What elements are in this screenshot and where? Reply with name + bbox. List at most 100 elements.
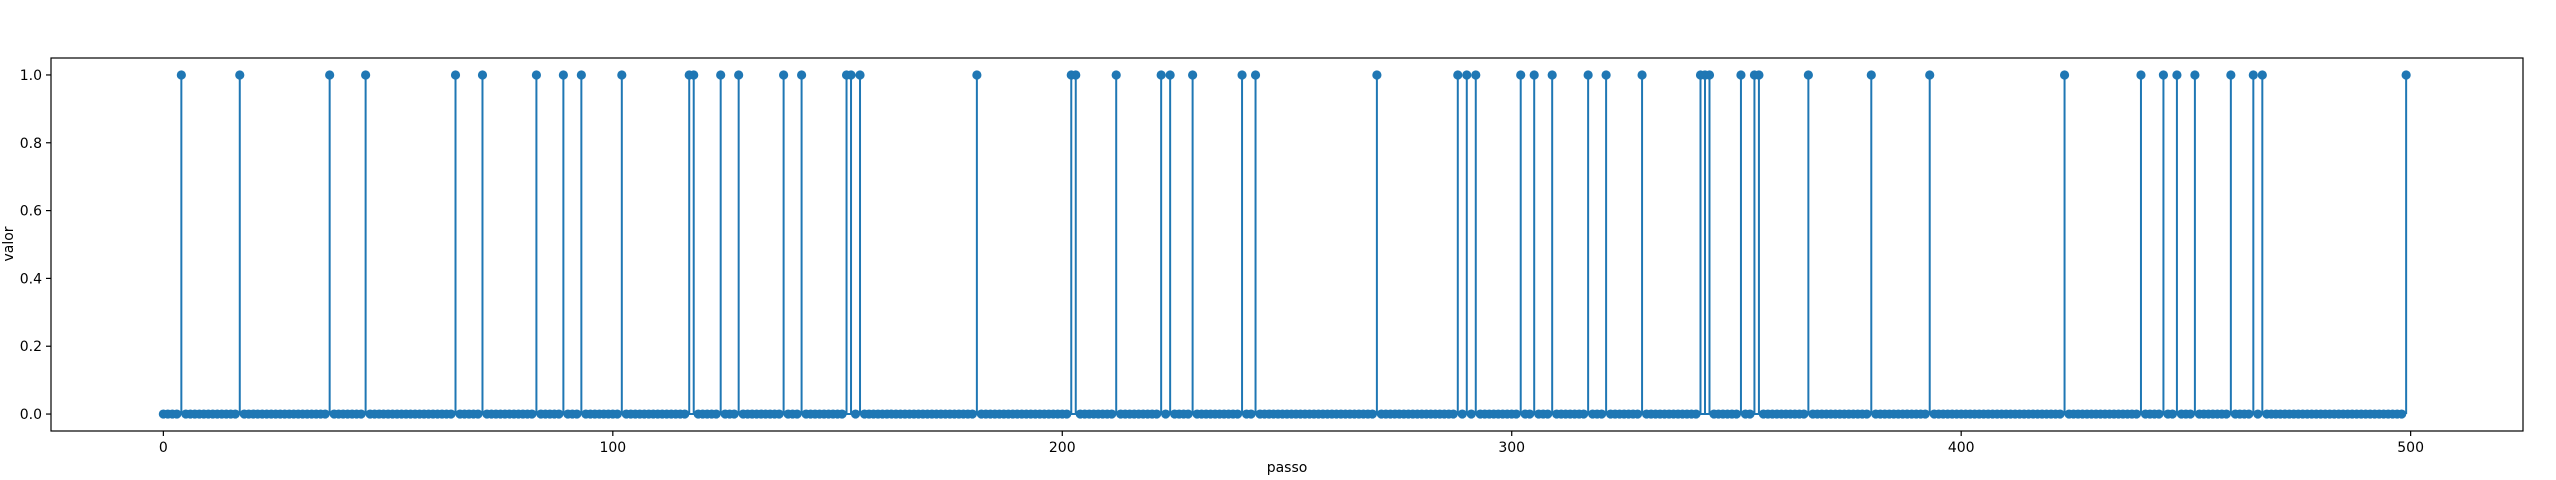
stem-marker	[473, 409, 483, 419]
y-axis-label: valor	[1, 226, 17, 261]
y-tick-label: 1.0	[20, 68, 42, 84]
stem-marker	[2185, 409, 2196, 419]
stem-marker	[850, 409, 861, 419]
x-tick-label: 200	[1049, 440, 1076, 456]
stem-marker	[1511, 409, 1521, 419]
stem-marker	[1691, 409, 1701, 419]
stem-marker	[972, 70, 982, 80]
stem-marker	[527, 409, 537, 419]
stem-marker	[477, 70, 488, 80]
stem-marker	[2136, 70, 2146, 80]
y-axis: 0.0 0.2 0.4 0.6 0.8 1.0	[20, 68, 51, 423]
y-tick-label: 0.4	[20, 271, 42, 287]
stem-marker	[1754, 70, 1764, 80]
stem-marker	[1246, 409, 1256, 419]
stem-marker	[1583, 70, 1593, 80]
stem-marker	[2055, 409, 2065, 419]
stem-marker	[2248, 70, 2258, 80]
stem-marker	[1547, 70, 1557, 80]
stem-marker	[1745, 409, 1755, 419]
stem-marker	[1107, 409, 1117, 419]
x-tick-label: 100	[599, 440, 626, 456]
stem-marker	[2401, 70, 2411, 80]
stem-marker	[1237, 70, 1247, 80]
stem-marker	[2253, 409, 2263, 419]
stem-marker	[846, 70, 856, 80]
stem-marker	[1866, 70, 1876, 80]
stem-marker	[1156, 70, 1166, 80]
stem-marker	[1165, 70, 1175, 80]
stem-marker	[572, 409, 582, 419]
stem-marker	[1471, 70, 1481, 80]
stem-marker	[558, 70, 568, 80]
stem-marker	[2190, 70, 2200, 80]
x-tick-label: 0	[159, 440, 168, 456]
stem-marker	[554, 409, 564, 419]
stem-marker	[356, 409, 366, 419]
stem-marker	[450, 70, 461, 80]
stem-marker	[1731, 409, 1742, 419]
stem-marker	[2172, 70, 2182, 80]
axes-frame	[50, 57, 2524, 432]
stem-marker	[1543, 409, 1553, 419]
stem-marker	[1637, 70, 1647, 80]
stem-marker	[235, 70, 245, 80]
stem-marker	[2154, 409, 2164, 419]
stem-marker	[774, 409, 784, 419]
stem-marker	[2221, 409, 2231, 419]
stem-marker	[1579, 409, 1589, 419]
stem-marker	[779, 70, 789, 80]
stem-marker	[1111, 70, 1121, 80]
stem-marker	[1462, 70, 1472, 80]
x-axis-label: passo	[1267, 460, 1308, 476]
x-axis: 0 100 200 300 400 500	[159, 431, 2424, 456]
stem-marker	[361, 70, 371, 80]
stem-marker	[855, 70, 865, 80]
stem-marker	[531, 70, 542, 80]
stem-marker	[1062, 409, 1072, 419]
stem-marker	[617, 70, 627, 80]
stem-marker	[1457, 409, 1467, 419]
stem-marker	[2244, 409, 2254, 419]
stem-marker	[1188, 70, 1198, 80]
stem-marker	[1736, 70, 1746, 80]
stem-marker	[716, 70, 726, 80]
stem-marker	[2059, 70, 2070, 80]
stem-marker	[734, 70, 744, 80]
stem-marker	[2397, 409, 2407, 419]
stem-marker	[320, 409, 330, 419]
stem-marker	[837, 409, 847, 419]
y-tick-label: 0.0	[20, 407, 42, 423]
stem-marker	[711, 409, 721, 419]
stem-marker	[1367, 409, 1377, 419]
stem-marker	[1799, 409, 1809, 419]
stem-series	[158, 70, 2411, 419]
stem-marker	[1632, 409, 1643, 419]
stem-marker	[1525, 409, 1535, 419]
stem-marker	[1152, 409, 1162, 419]
stem-marker	[1516, 70, 1526, 80]
stem-marker	[1071, 70, 1081, 80]
stem-marker	[792, 409, 802, 419]
stem-marker	[1183, 409, 1193, 419]
stem-marker	[689, 70, 699, 80]
stem-marker	[172, 409, 182, 419]
y-tick-label: 0.2	[20, 339, 42, 355]
stem-marker	[680, 409, 690, 419]
stem-marker	[1453, 70, 1463, 80]
stem-marker	[2158, 70, 2169, 80]
stem-marker	[1925, 70, 1935, 80]
stem-marker	[1704, 70, 1715, 80]
stem-marker	[1601, 70, 1611, 80]
stem-marker	[2257, 70, 2267, 80]
stem-marker	[1920, 409, 1930, 419]
x-tick-label: 500	[2397, 440, 2424, 456]
stem-marker	[1232, 409, 1243, 419]
stem-marker	[2167, 409, 2178, 419]
stem-marker	[729, 409, 739, 419]
stem-marker	[1161, 409, 1171, 419]
stem-marker	[446, 409, 456, 419]
x-tick-label: 400	[1948, 440, 1975, 456]
